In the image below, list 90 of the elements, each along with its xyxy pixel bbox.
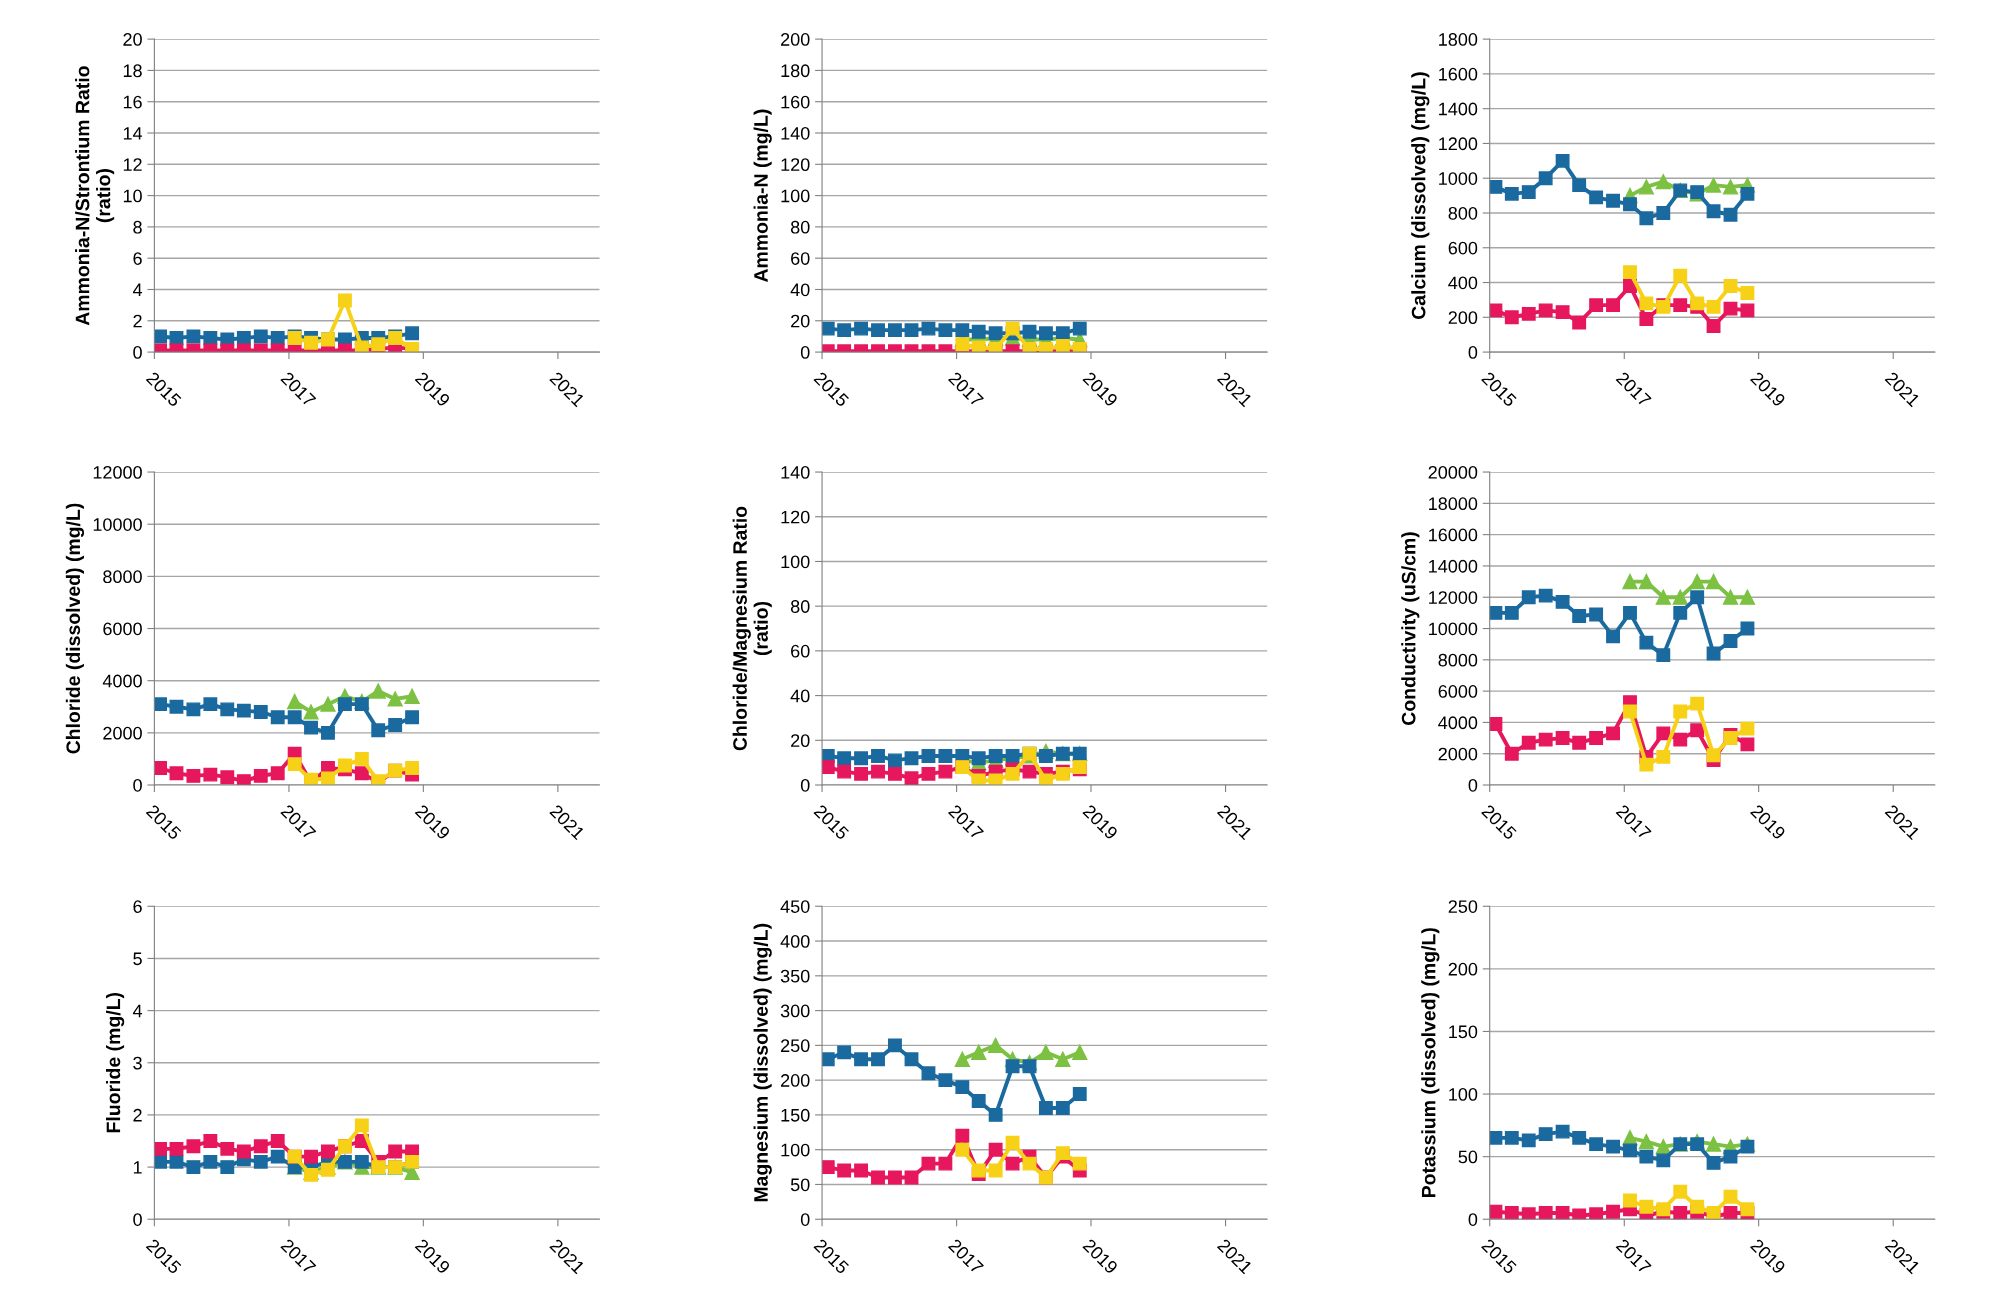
y-tick-label: 16 xyxy=(123,95,142,109)
y-tick-label: 10000 xyxy=(1429,622,1478,636)
y-tick-label: 12 xyxy=(123,158,142,171)
y-tick-label: 12000 xyxy=(93,465,142,479)
y-tick-label: 14000 xyxy=(1429,559,1478,573)
y-tick-label: 2 xyxy=(133,314,142,328)
y-axis-title: Chloride/Magnesium Ratio (ratio) xyxy=(732,506,772,751)
y-tick-label: 14 xyxy=(123,127,143,140)
y-tick-label: 120 xyxy=(781,510,810,524)
y-tick-label: 250 xyxy=(1448,900,1478,913)
y-axis-title: Ammonia-N/Strontium Ratio (ratio) xyxy=(75,66,115,326)
y-tick-label: 0 xyxy=(800,1213,810,1226)
y-axis-title: Calcium (dissolved) (mg/L) xyxy=(1411,72,1430,320)
y-tick-label: 1000 xyxy=(1439,172,1478,185)
y-tick-label: 5 xyxy=(133,952,142,966)
y-tick-label: 150 xyxy=(1449,1025,1478,1039)
y-tick-label: 6 xyxy=(133,900,142,913)
y-tick-label: 0 xyxy=(133,346,142,359)
y-axis-title: Potassium (dissolved) (mg/L) xyxy=(1421,928,1440,1198)
y-tick-label: 16000 xyxy=(1429,528,1478,542)
y-tick-label: 10 xyxy=(123,189,142,203)
y-tick-label: 18 xyxy=(123,64,142,78)
y-tick-label: 50 xyxy=(790,1178,810,1192)
y-tick-label: 4 xyxy=(132,1004,143,1018)
y-tick-label: 20 xyxy=(791,734,810,748)
y-tick-label: 2000 xyxy=(1438,747,1478,761)
y-tick-label: 250 xyxy=(781,1039,810,1053)
y-tick-label: 1200 xyxy=(1439,137,1478,151)
y-tick-label: 4000 xyxy=(1438,716,1478,730)
y-tick-label: 8000 xyxy=(103,570,142,584)
y-tick-label: 300 xyxy=(780,1004,810,1018)
y-tick-label: 450 xyxy=(780,900,810,913)
y-tick-label: 4 xyxy=(132,283,143,297)
y-tick-label: 100 xyxy=(781,1143,810,1157)
y-tick-label: 0 xyxy=(1468,346,1478,359)
y-tick-label: 0 xyxy=(800,346,810,359)
y-tick-label: 600 xyxy=(1448,241,1478,255)
y-tick-label: 0 xyxy=(133,778,142,792)
y-tick-label: 400 xyxy=(1448,276,1478,290)
y-tick-label: 50 xyxy=(1458,1150,1478,1164)
y-tick-label: 6000 xyxy=(1438,685,1478,698)
y-tick-label: 0 xyxy=(800,778,810,792)
y-tick-label: 20 xyxy=(123,33,142,46)
y-tick-label: 18000 xyxy=(1429,497,1478,511)
y-axis-title: Ammonia-N (mg/L) xyxy=(753,109,772,283)
y-tick-label: 150 xyxy=(781,1108,810,1122)
y-tick-label: 40 xyxy=(790,689,810,703)
y-tick-label: 60 xyxy=(791,252,810,265)
y-tick-label: 140 xyxy=(781,126,810,140)
y-tick-label: 350 xyxy=(780,969,810,983)
y-tick-label: 1800 xyxy=(1439,33,1478,46)
y-tick-label: 200 xyxy=(1448,311,1478,325)
y-tick-label: 1 xyxy=(133,1161,142,1174)
y-tick-label: 40 xyxy=(790,283,810,297)
y-tick-label: 4000 xyxy=(102,674,142,688)
y-tick-label: 100 xyxy=(781,189,810,203)
y-tick-label: 6 xyxy=(133,252,142,265)
y-tick-label: 10000 xyxy=(93,518,142,531)
y-axis-title: Magnesium (dissolved) (mg/L) xyxy=(753,923,772,1202)
y-tick-label: 6000 xyxy=(103,622,142,636)
y-tick-label: 400 xyxy=(780,934,810,948)
y-tick-label: 80 xyxy=(790,220,810,234)
y-tick-label: 200 xyxy=(781,1074,810,1087)
y-tick-label: 2000 xyxy=(103,726,142,740)
y-tick-label: 160 xyxy=(781,95,810,109)
y-tick-label: 1400 xyxy=(1439,102,1478,116)
y-tick-label: 20000 xyxy=(1428,465,1478,479)
y-tick-label: 100 xyxy=(1449,1087,1478,1101)
y-tick-label: 100 xyxy=(781,555,810,569)
y-tick-label: 800 xyxy=(1448,206,1478,220)
y-tick-label: 140 xyxy=(781,465,810,479)
y-tick-label: 8000 xyxy=(1438,653,1478,667)
y-tick-label: 0 xyxy=(133,1213,142,1226)
y-tick-label: 0 xyxy=(1468,778,1478,792)
y-tick-label: 80 xyxy=(790,600,810,613)
y-tick-label: 20 xyxy=(791,314,810,328)
y-tick-label: 12000 xyxy=(1429,591,1478,604)
y-tick-label: 8 xyxy=(133,220,142,234)
y-tick-label: 1600 xyxy=(1439,67,1478,81)
y-tick-label: 200 xyxy=(1448,962,1478,976)
y-axis-title: Chloride (dissolved) (mg/L) xyxy=(65,503,85,754)
y-tick-label: 120 xyxy=(781,158,810,172)
y-tick-label: 0 xyxy=(1468,1213,1478,1226)
y-tick-label: 2 xyxy=(133,1108,142,1122)
y-tick-label: 180 xyxy=(781,64,810,78)
y-axis-title: Fluoride (mg/L) xyxy=(105,992,125,1133)
y-tick-label: 60 xyxy=(791,644,810,658)
y-tick-label: 200 xyxy=(781,33,810,46)
y-tick-label: 3 xyxy=(133,1056,142,1070)
y-axis-title: Conductivity (uS/cm) xyxy=(1401,532,1420,725)
